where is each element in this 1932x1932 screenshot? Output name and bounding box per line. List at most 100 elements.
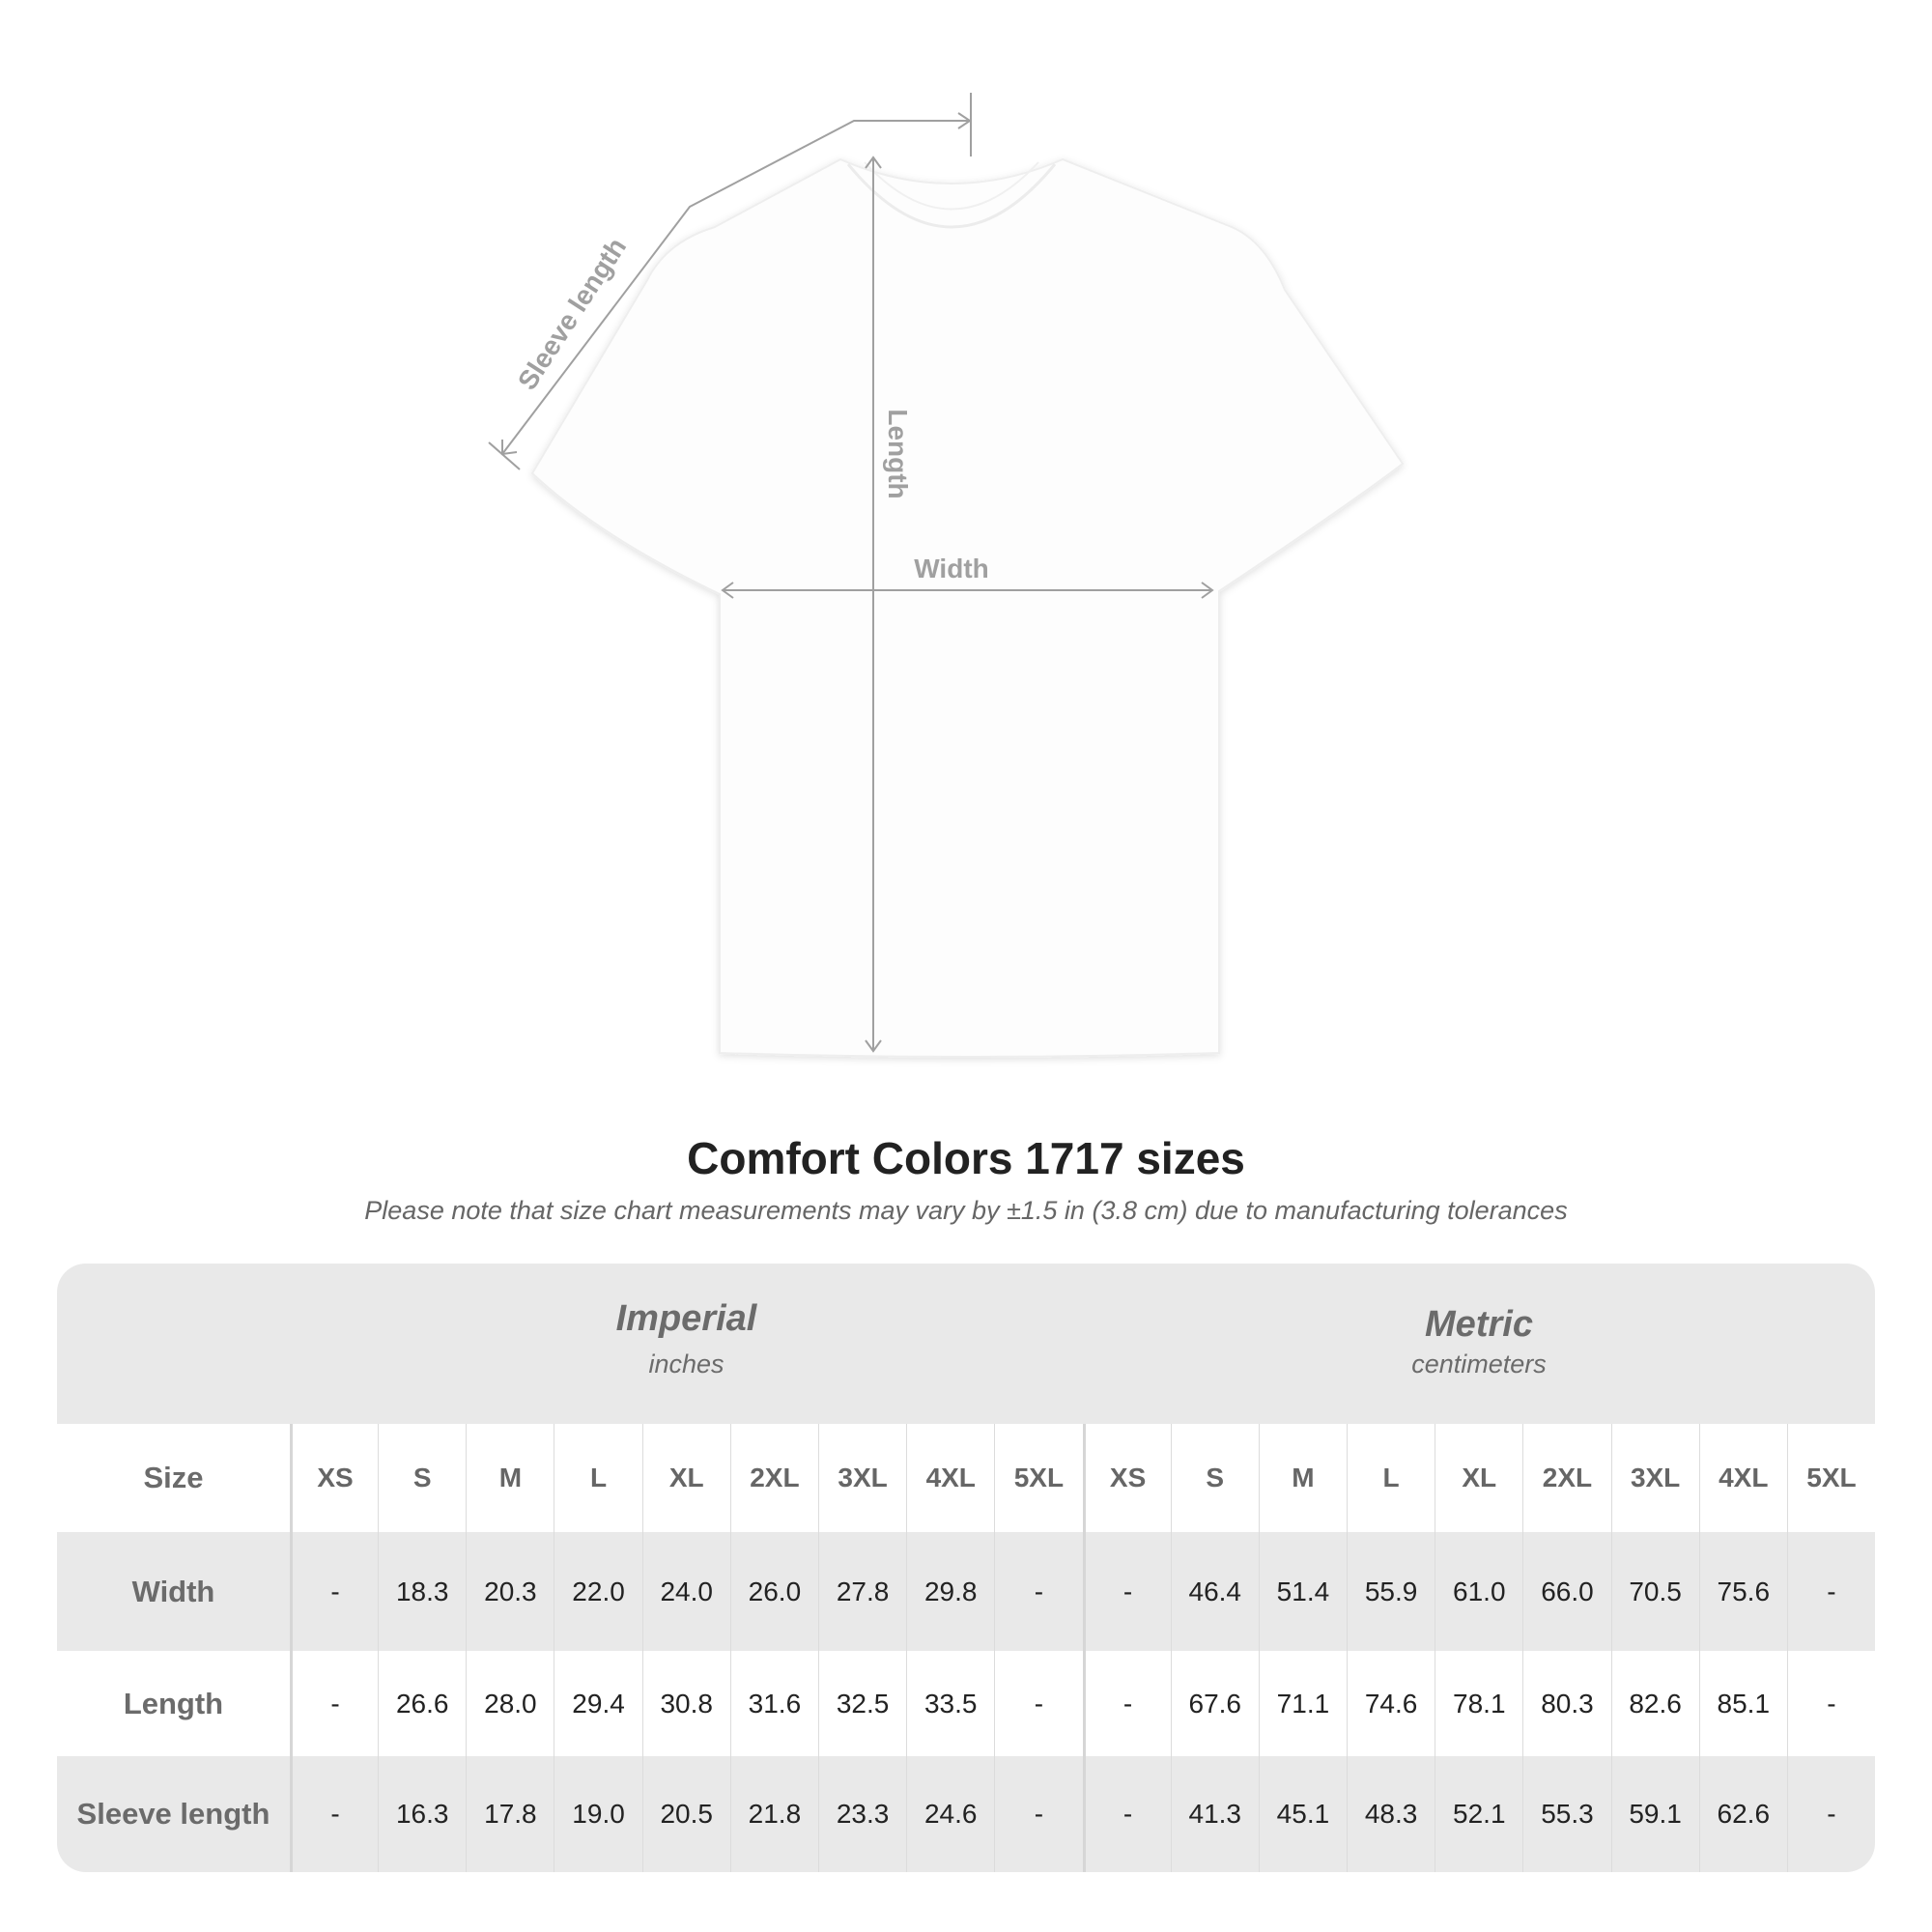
table-cell: - xyxy=(1082,1756,1171,1872)
size-header-cell: XL xyxy=(641,1424,730,1532)
size-header-row: Size XS S M L XL 2XL 3XL 4XL 5XL XS S M L XL 2XL 3XL 4XL 5… xyxy=(57,1424,1875,1532)
size-header-cell: 2XL xyxy=(1522,1424,1610,1532)
table-cell: 48.3 xyxy=(1347,1756,1435,1872)
table-cell: - xyxy=(289,1651,378,1756)
arrow-head-sleeve-right xyxy=(957,112,972,129)
row-label: Sleeve length xyxy=(76,1797,270,1831)
arrow-head-length-top xyxy=(865,156,882,169)
size-header-cell: XL xyxy=(1435,1424,1522,1532)
table-cell: 29.8 xyxy=(906,1532,994,1651)
table-cell: 33.5 xyxy=(906,1651,994,1756)
sleeve-length-line xyxy=(501,120,971,455)
size-header-cell: 4XL xyxy=(1698,1424,1787,1532)
table-cell: 45.1 xyxy=(1258,1756,1347,1872)
arrow-head-width-right xyxy=(1201,582,1214,599)
table-cell: 74.6 xyxy=(1347,1651,1435,1756)
sleeve-tick-left xyxy=(488,441,521,470)
table-cell: 29.4 xyxy=(554,1651,641,1756)
table-cell: 85.1 xyxy=(1698,1651,1787,1756)
table-cell: 32.5 xyxy=(817,1651,906,1756)
table-cell: 62.6 xyxy=(1698,1756,1787,1872)
arrow-head-length-bottom xyxy=(865,1039,882,1053)
size-table: Imperial inches Metric centimeters Size X… xyxy=(57,1264,1875,1872)
table-cell: - xyxy=(289,1756,378,1872)
size-header-cell: S xyxy=(1170,1424,1259,1532)
size-header-cell: L xyxy=(554,1424,641,1532)
row-label: Size xyxy=(143,1461,204,1494)
table-cell: 23.3 xyxy=(817,1756,906,1872)
imperial-header: Imperial inches xyxy=(290,1264,1083,1424)
table-cell: 16.3 xyxy=(378,1756,466,1872)
table-cell: 71.1 xyxy=(1258,1651,1347,1756)
table-cell: 20.3 xyxy=(466,1532,554,1651)
table-cell: 19.0 xyxy=(554,1756,641,1872)
table-cell: 67.6 xyxy=(1170,1651,1259,1756)
table-cell: - xyxy=(1786,1756,1875,1872)
table-cell: 82.6 xyxy=(1610,1651,1699,1756)
table-cell: - xyxy=(1786,1651,1875,1756)
table-cell: 78.1 xyxy=(1435,1651,1522,1756)
table-cell: 55.3 xyxy=(1522,1756,1610,1872)
table-cell: - xyxy=(1786,1532,1875,1651)
tshirt-diagram: Sleeve length Length Width xyxy=(488,93,1405,1058)
size-header-cell: XS xyxy=(289,1424,378,1532)
collar-inner xyxy=(864,161,1039,211)
arrow-head-width-left xyxy=(721,582,734,599)
size-header-cell: 5XL xyxy=(994,1424,1082,1532)
table-cell: 24.6 xyxy=(906,1756,994,1872)
row-label: Length xyxy=(123,1686,224,1720)
imperial-unit: inches xyxy=(648,1350,724,1378)
table-row: Length -26.6 28.0 29.4 30.8 31.6 32.5 33.5- -67.… xyxy=(57,1651,1875,1756)
table-cell: 31.6 xyxy=(729,1651,818,1756)
table-cell: 30.8 xyxy=(641,1651,730,1756)
collar xyxy=(846,163,1057,229)
table-cell: 28.0 xyxy=(466,1651,554,1756)
table-cell: 20.5 xyxy=(641,1756,730,1872)
size-header-cell: 3XL xyxy=(817,1424,906,1532)
page-title: Comfort Colors 1717 sizes xyxy=(687,1133,1245,1183)
table-cell: - xyxy=(994,1756,1082,1872)
size-header-cell: L xyxy=(1347,1424,1435,1532)
metric-title: Metric xyxy=(1425,1304,1533,1345)
size-header-cell: 2XL xyxy=(729,1424,818,1532)
table-cell: 17.8 xyxy=(466,1756,554,1872)
table-cell: 59.1 xyxy=(1610,1756,1699,1872)
table-cell: - xyxy=(1082,1532,1171,1651)
tolerance-note: Please note that size chart measurements… xyxy=(364,1196,1568,1225)
table-cell: 22.0 xyxy=(554,1532,641,1651)
table-cell: 27.8 xyxy=(817,1532,906,1651)
imperial-title: Imperial xyxy=(615,1298,757,1339)
size-header-cell: M xyxy=(466,1424,554,1532)
table-cell: 46.4 xyxy=(1170,1532,1259,1651)
tshirt-body xyxy=(530,157,1405,1058)
table-cell: - xyxy=(289,1532,378,1651)
table-cell: 55.9 xyxy=(1347,1532,1435,1651)
table-cell: 66.0 xyxy=(1522,1532,1610,1651)
size-header-cell: 5XL xyxy=(1786,1424,1875,1532)
table-cell: 26.6 xyxy=(378,1651,466,1756)
table-row: Width -18.3 20.3 22.0 24.0 26.0 27.8 29.8- -46.4… xyxy=(57,1532,1875,1651)
size-header-cell: 3XL xyxy=(1610,1424,1699,1532)
table-cell: 24.0 xyxy=(641,1532,730,1651)
size-header-cell: M xyxy=(1258,1424,1347,1532)
table-cell: 51.4 xyxy=(1258,1532,1347,1651)
table-row: Sleeve length -16.3 17.8 19.0 20.5 21.8 23.3 24… xyxy=(57,1756,1875,1872)
table-cell: 61.0 xyxy=(1435,1532,1522,1651)
table-cell: - xyxy=(994,1532,1082,1651)
table-cell: 41.3 xyxy=(1170,1756,1259,1872)
table-cell: 18.3 xyxy=(378,1532,466,1651)
metric-header: Metric centimeters xyxy=(1083,1264,1875,1424)
table-cell: 70.5 xyxy=(1610,1532,1699,1651)
size-header-cell: XS xyxy=(1082,1424,1171,1532)
table-cell: 80.3 xyxy=(1522,1651,1610,1756)
width-label: Width xyxy=(914,554,989,583)
table-cell: - xyxy=(994,1651,1082,1756)
table-cell: 26.0 xyxy=(729,1532,818,1651)
size-header-cell: 4XL xyxy=(906,1424,994,1532)
table-cell: 21.8 xyxy=(729,1756,818,1872)
row-label: Width xyxy=(131,1574,215,1608)
metric-unit: centimeters xyxy=(1411,1350,1547,1378)
length-label: Length xyxy=(883,409,913,498)
table-cell: 52.1 xyxy=(1435,1756,1522,1872)
table-cell: - xyxy=(1082,1651,1171,1756)
